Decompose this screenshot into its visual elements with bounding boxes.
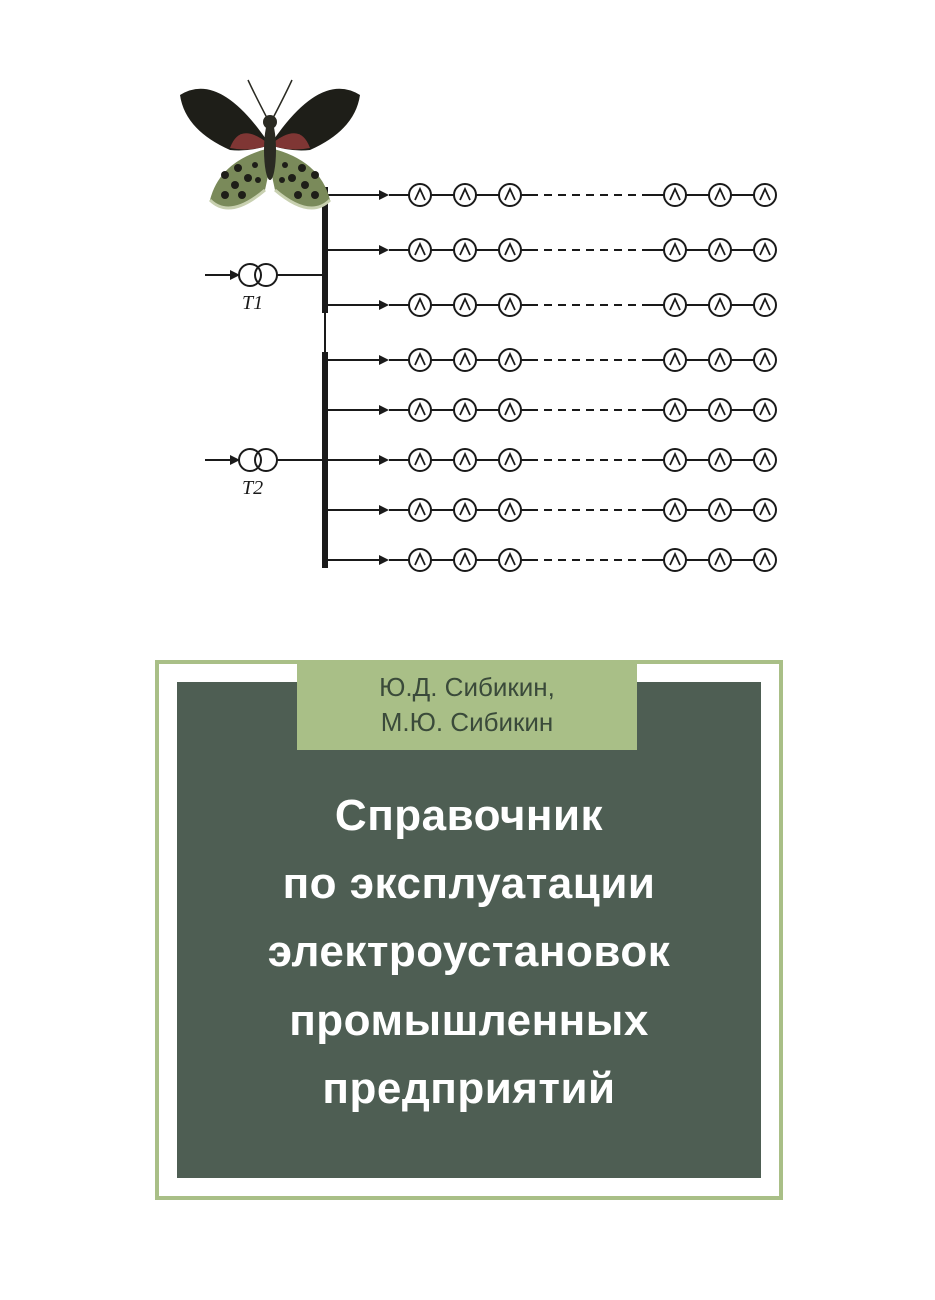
transformer-label-t2: T2: [242, 477, 263, 500]
title-panel: Ю.Д. Сибикин, М.Ю. Сибикин Справочник по…: [177, 682, 761, 1178]
title-line-3: электроустановок: [177, 918, 761, 986]
title-line-1: Справочник: [177, 782, 761, 850]
author-line-1: Ю.Д. Сибикин,: [379, 670, 555, 705]
electrical-diagram: T1 T2: [150, 60, 800, 580]
title-panel-frame: Ю.Д. Сибикин, М.Ю. Сибикин Справочник по…: [155, 660, 783, 1200]
title-line-4: промышленных: [177, 987, 761, 1055]
author-badge: Ю.Д. Сибикин, М.Ю. Сибикин: [297, 660, 637, 750]
title-line-5: предприятий: [177, 1055, 761, 1123]
title-line-2: по эксплуатации: [177, 850, 761, 918]
butterfly-decoration: [170, 60, 370, 230]
book-title: Справочник по эксплуатации электроустано…: [177, 782, 761, 1123]
transformer-label-t1: T1: [242, 292, 263, 315]
author-line-2: М.Ю. Сибикин: [381, 705, 554, 740]
